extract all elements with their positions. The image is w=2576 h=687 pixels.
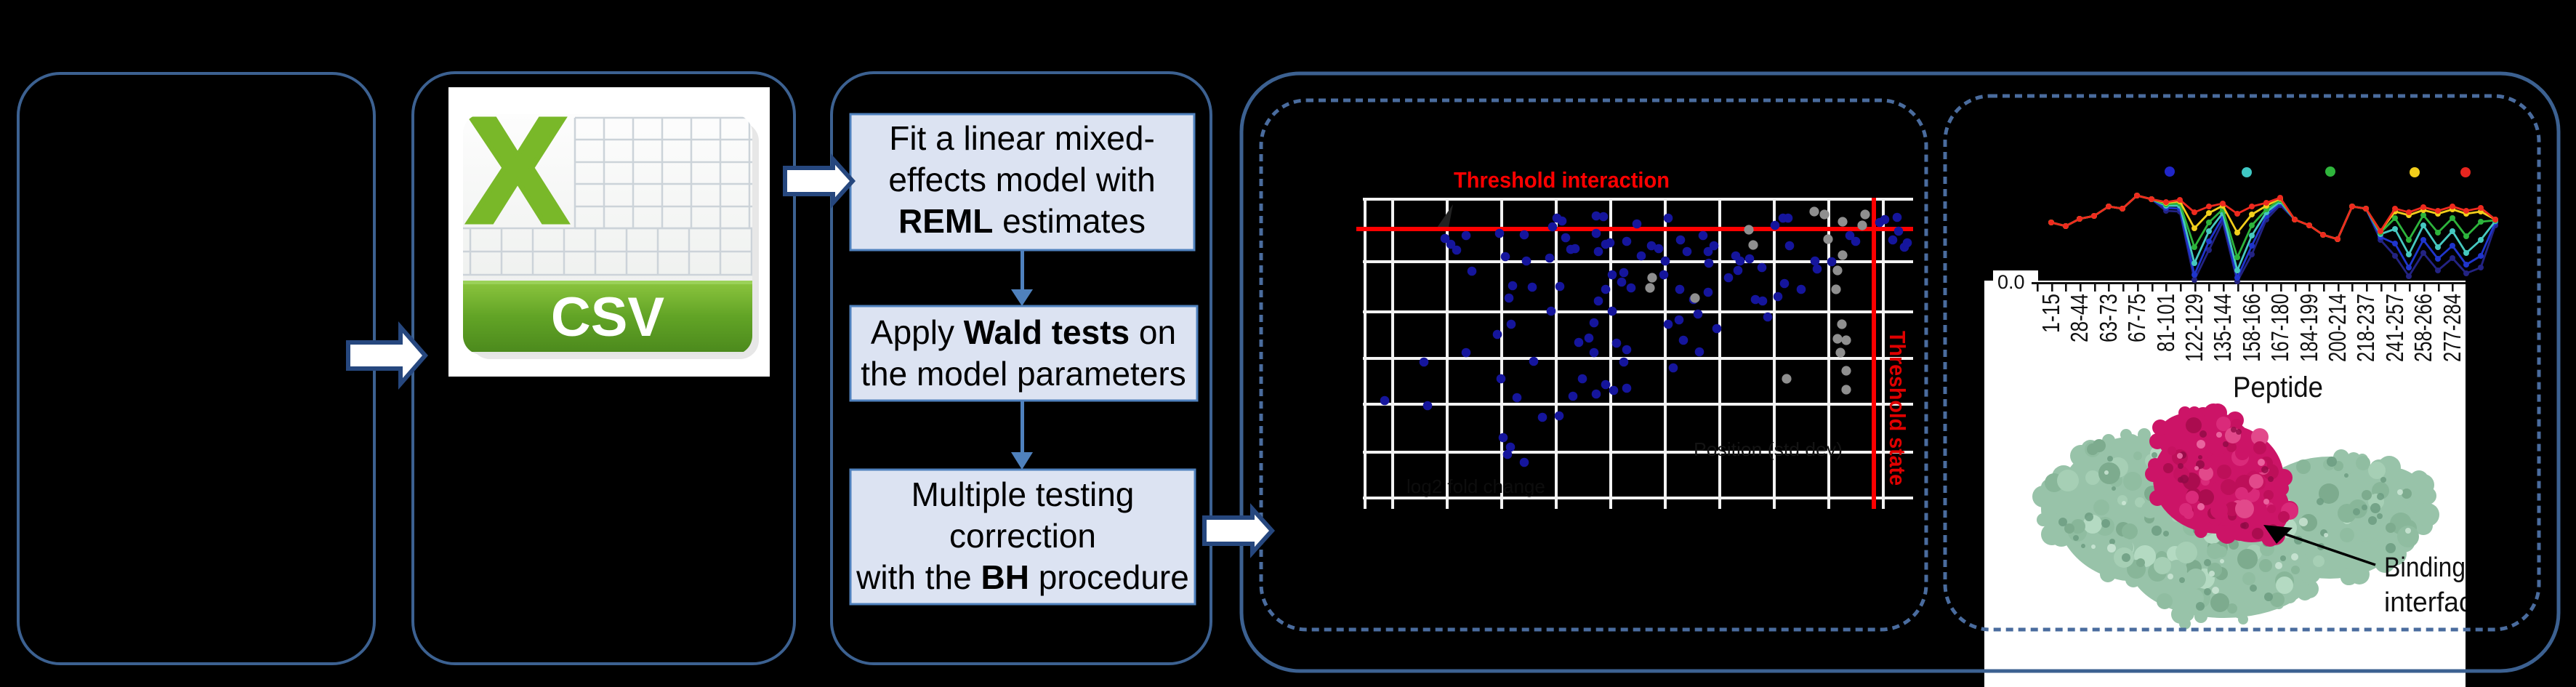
svg-text:81-101: 81-101 [2152,294,2179,352]
svg-text:135-144: 135-144 [2209,294,2236,362]
svg-text:CSV: CSV [551,286,665,348]
svg-text:interface: interface [2384,587,2487,618]
svg-text:167-180: 167-180 [2266,294,2293,362]
svg-text:X: X [468,87,568,254]
svg-text:67-75: 67-75 [2123,294,2150,342]
svg-text:200-214: 200-214 [2324,294,2351,362]
svg-text:Apply Wald tests on: Apply Wald tests on [871,313,1176,351]
svg-text:correction: correction [949,517,1096,555]
svg-text:with the BH procedure: with the BH procedure [856,558,1189,596]
svg-text:241-257: 241-257 [2381,294,2408,362]
svg-text:158-166: 158-166 [2238,294,2265,362]
svg-text:Peptide: Peptide [2233,371,2323,403]
svg-text:0.0: 0.0 [1997,271,2025,293]
svg-text:Position (std dev): Position (std dev) [1694,438,1843,460]
svg-text:28-44: 28-44 [2066,294,2093,342]
svg-text:277-284: 277-284 [2439,294,2466,362]
svg-text:the model parameters: the model parameters [861,355,1186,393]
svg-text:122-129: 122-129 [2181,294,2207,362]
svg-text:Multiple testing: Multiple testing [911,475,1135,513]
svg-text:effects model with: effects model with [888,161,1155,198]
svg-text:218-237: 218-237 [2352,294,2379,362]
svg-text:63-73: 63-73 [2095,294,2122,342]
svg-text:258-266: 258-266 [2410,294,2436,362]
svg-text:184-199: 184-199 [2295,294,2322,362]
svg-text:1-15: 1-15 [2037,294,2064,333]
svg-text:Threshold interaction: Threshold interaction [1454,167,1670,193]
svg-text:Binding: Binding [2384,553,2466,583]
svg-text:REML estimates: REML estimates [898,202,1146,240]
svg-text:Threshold state: Threshold state [1885,331,1910,486]
svg-text:Fit a linear mixed-: Fit a linear mixed- [889,119,1155,157]
svg-text:log2 fold change: log2 fold change [1406,475,1545,497]
